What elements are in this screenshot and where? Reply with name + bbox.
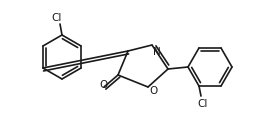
Text: O: O <box>99 79 107 89</box>
Text: O: O <box>149 85 157 95</box>
Text: Cl: Cl <box>198 98 208 108</box>
Text: N: N <box>153 47 161 56</box>
Text: Cl: Cl <box>52 13 62 23</box>
